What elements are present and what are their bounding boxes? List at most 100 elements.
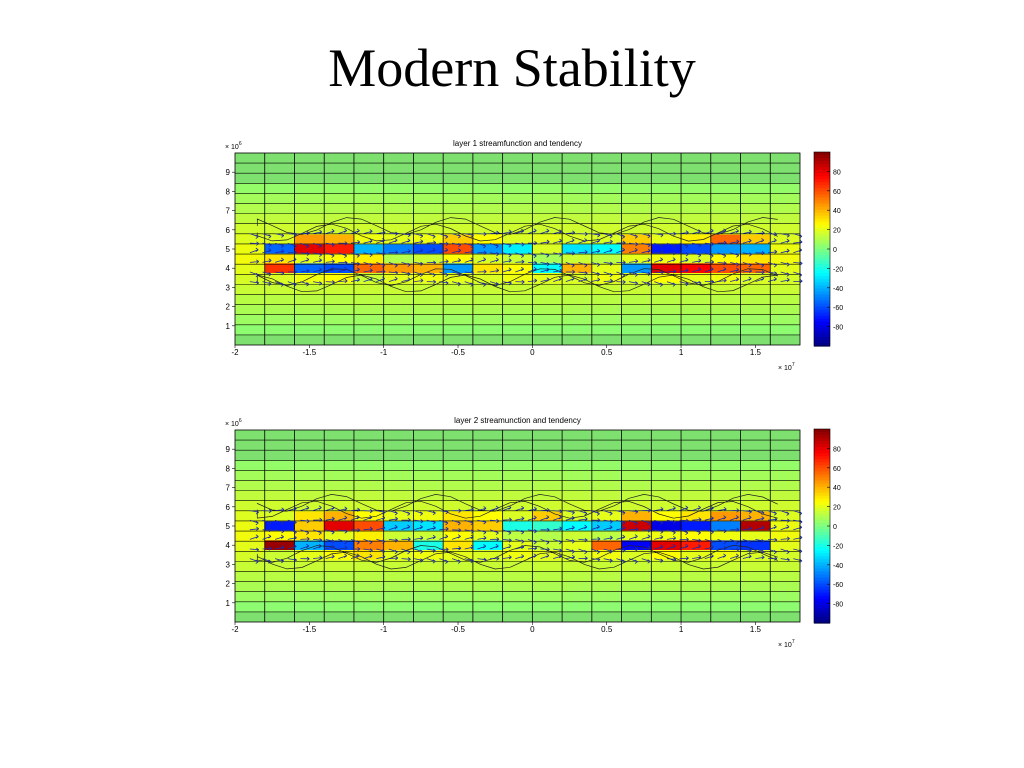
- band-cell: [324, 511, 354, 522]
- band-cell: [472, 253, 503, 264]
- colorbar-step: [814, 471, 830, 476]
- background-row: [235, 193, 800, 205]
- background-row: [235, 314, 800, 326]
- band-cell: [621, 273, 652, 283]
- colorbar-step: [814, 553, 830, 557]
- colorbar-step: [814, 309, 830, 314]
- y-tick-label: 5: [226, 245, 231, 254]
- band-cell: [502, 263, 533, 273]
- band-cell: [562, 234, 592, 245]
- x-axis-exponent: 7: [792, 639, 795, 645]
- band-cell: [353, 253, 384, 264]
- colorbar-step: [814, 438, 830, 442]
- background-row: [235, 500, 800, 512]
- band-cell: [681, 511, 711, 522]
- colorbar-step: [814, 336, 830, 341]
- background-row: [235, 601, 800, 613]
- band-cell: [591, 234, 622, 245]
- band-cell: [681, 273, 711, 283]
- band-cell: [710, 263, 741, 273]
- y-tick-label: 3: [226, 560, 231, 569]
- band-cell: [562, 530, 592, 541]
- band-cell: [443, 273, 473, 283]
- band-cell: [532, 234, 563, 245]
- y-tick-label: 1: [226, 322, 231, 331]
- band-cell: [294, 244, 325, 254]
- band-cell: [383, 244, 414, 254]
- band-cell: [413, 253, 444, 264]
- colorbar-step: [814, 529, 830, 533]
- colorbar-step: [814, 294, 830, 299]
- colorbar-step: [814, 342, 830, 347]
- colorbar-tick-label: -60: [833, 582, 843, 589]
- x-tick-label: 1.5: [750, 625, 762, 634]
- colorbar-step: [814, 616, 830, 621]
- colorbar-step: [814, 249, 830, 253]
- band-cell: [651, 263, 682, 273]
- x-tick-label: 0.5: [601, 625, 613, 634]
- colorbar-step: [814, 610, 830, 615]
- band-cell: [413, 521, 444, 531]
- x-tick-label: 1: [679, 348, 684, 357]
- band-cell: [681, 530, 711, 541]
- colorbar-tick-label: 60: [833, 189, 841, 196]
- colorbar-step: [814, 191, 830, 196]
- band-cell: [324, 550, 354, 560]
- colorbar-step: [814, 432, 830, 436]
- colorbar-step: [814, 239, 830, 244]
- band-cell: [264, 244, 295, 254]
- y-tick-label: 8: [226, 464, 231, 473]
- band-cell: [324, 253, 354, 264]
- colorbar-step: [814, 227, 830, 232]
- colorbar-step: [814, 194, 830, 199]
- colorbar-step: [814, 538, 830, 542]
- band-cell: [562, 253, 592, 264]
- band-cell: [264, 550, 295, 560]
- colorbar-step: [814, 209, 830, 214]
- colorbar-step: [814, 267, 830, 271]
- band-cell: [413, 550, 444, 560]
- band-cell: [324, 263, 354, 273]
- band-cell: [562, 540, 592, 550]
- colorbar-tick-label: -20: [833, 266, 843, 273]
- colorbar-tick-label: 20: [833, 228, 841, 235]
- band-cell: [740, 244, 771, 254]
- band-cell: [562, 273, 592, 283]
- band-cell: [383, 521, 414, 531]
- band-cell: [472, 244, 503, 254]
- tendency-vectors: [249, 228, 803, 287]
- band-cell: [443, 540, 473, 550]
- band-cell: [472, 521, 503, 531]
- band-cell: [502, 550, 533, 560]
- background-row: [235, 213, 800, 225]
- colorbar-tick-label: 80: [833, 446, 841, 453]
- colorbar-step: [814, 312, 830, 317]
- background-row: [235, 284, 800, 295]
- tendency-vectors: [249, 505, 803, 564]
- colorbar-step: [814, 212, 830, 217]
- colorbar-step: [814, 486, 830, 491]
- band-cell: [532, 244, 563, 254]
- colorbar-step: [814, 435, 830, 439]
- band-cell: [472, 530, 503, 541]
- band-cell: [681, 234, 711, 245]
- colorbar-step: [814, 270, 830, 274]
- colorbar-step: [814, 258, 830, 262]
- band-cell: [740, 253, 771, 264]
- band-cell: [324, 234, 354, 245]
- colorbar-step: [814, 477, 830, 482]
- band-cell: [383, 511, 414, 522]
- band-cell: [710, 550, 741, 560]
- band-cell: [413, 263, 444, 273]
- y-axis-multiplier: × 106: [225, 141, 242, 151]
- colorbar-step: [814, 504, 830, 509]
- colorbar-step: [814, 459, 830, 463]
- x-axis-exponent: 7: [792, 362, 795, 368]
- band-cell: [532, 540, 563, 550]
- band-cell: [472, 234, 503, 245]
- colorbar-step: [814, 203, 830, 208]
- colorbar-step: [814, 429, 830, 433]
- band-cell: [294, 550, 325, 560]
- band-cell: [591, 530, 622, 541]
- colorbar-step: [814, 179, 830, 183]
